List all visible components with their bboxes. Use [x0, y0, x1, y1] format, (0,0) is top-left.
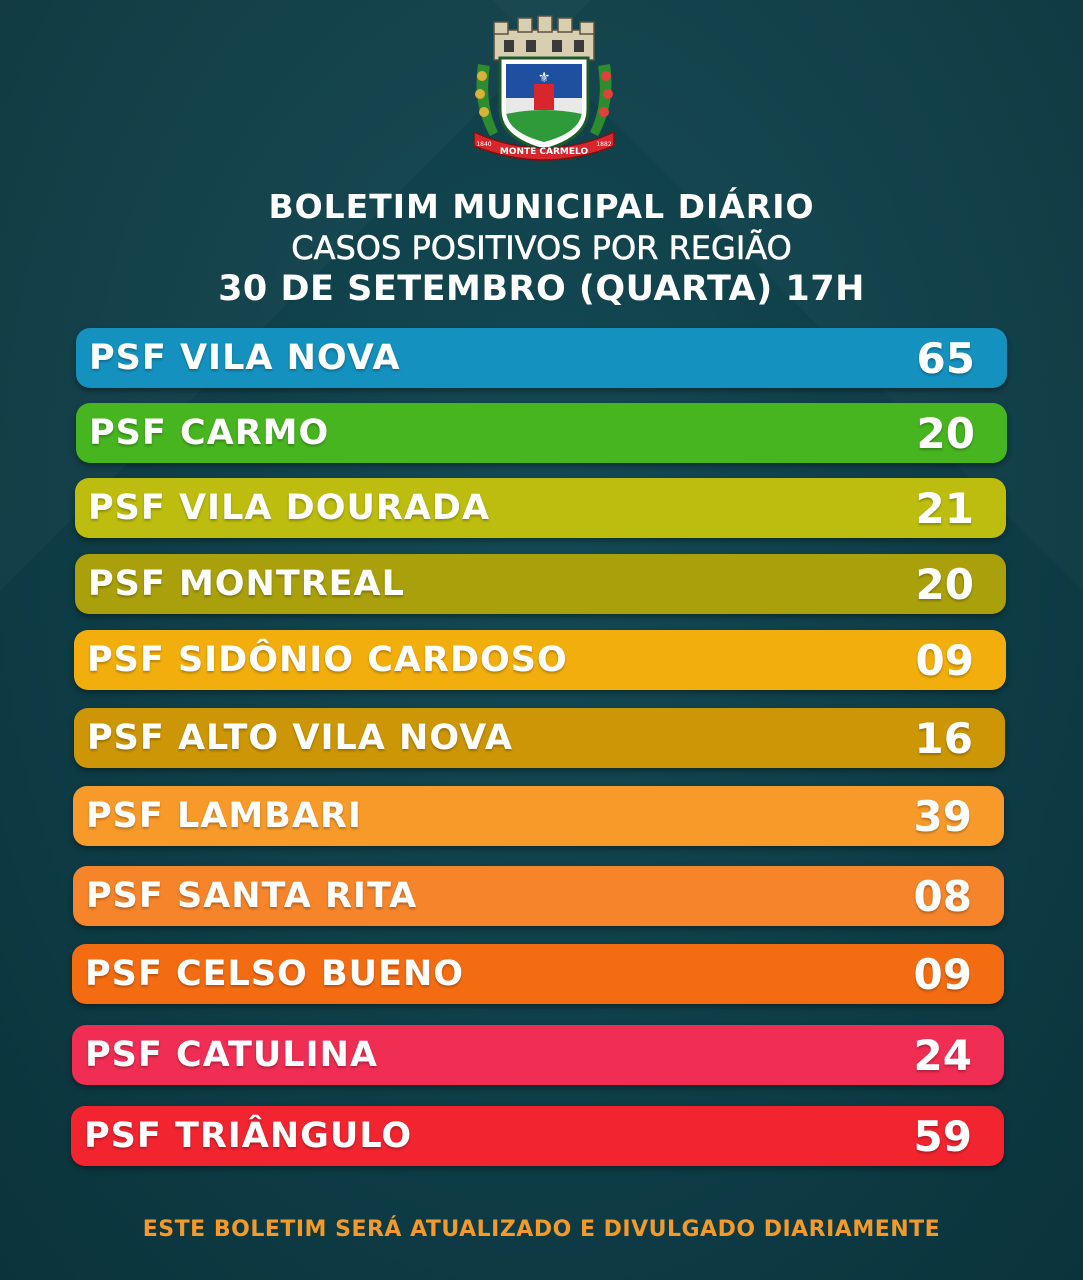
- region-case-count: 20: [916, 409, 975, 458]
- update-notice: ESTE BOLETIM SERÁ ATUALIZADO E DIVULGADO…: [142, 1217, 941, 1242]
- svg-text:⚜: ⚜: [538, 70, 551, 86]
- svg-text:1882: 1882: [596, 141, 611, 148]
- region-case-count: 59: [913, 1112, 972, 1161]
- header: BOLETIM MUNICIPAL DIÁRIO CASOS POSITIVOS…: [0, 186, 1083, 310]
- region-label: PSF ALTO VILA NOVA: [87, 718, 513, 758]
- region-row: PSF MONTREAL 20: [75, 554, 1006, 614]
- region-row: PSF CATULINA 24: [72, 1025, 1004, 1085]
- bulletin-title: BOLETIM MUNICIPAL DIÁRIO: [268, 187, 815, 226]
- region-label: PSF SIDÔNIO CARDOSO: [87, 640, 568, 680]
- region-label: PSF LAMBARI: [86, 796, 362, 836]
- region-case-count: 16: [914, 714, 973, 763]
- region-label: PSF CARMO: [89, 413, 330, 453]
- region-case-count: 09: [913, 950, 972, 999]
- svg-text:1840: 1840: [476, 141, 491, 148]
- region-label: PSF CATULINA: [85, 1035, 379, 1075]
- region-case-count: 24: [913, 1031, 972, 1080]
- region-case-count: 65: [916, 334, 975, 383]
- bulletin-subtitle: CASOS POSITIVOS POR REGIÃO: [291, 229, 792, 268]
- region-label: PSF VILA NOVA: [89, 338, 401, 378]
- region-label: PSF MONTREAL: [88, 564, 405, 604]
- region-case-count: 09: [915, 636, 974, 685]
- region-label: PSF SANTA RITA: [86, 876, 418, 916]
- svg-text:MONTE CARMELO: MONTE CARMELO: [500, 147, 589, 157]
- region-row: PSF CARMO 20: [76, 403, 1007, 463]
- region-label: PSF TRIÂNGULO: [84, 1116, 413, 1156]
- coat-of-arms-logo: ⚜ MONTE CARMELO 1840 1882: [468, 14, 620, 164]
- region-row: PSF VILA NOVA 65: [76, 328, 1007, 388]
- region-case-count: 20: [915, 560, 974, 609]
- region-row: PSF SANTA RITA 08: [73, 866, 1004, 926]
- region-case-count: 21: [915, 484, 974, 533]
- region-row: PSF ALTO VILA NOVA 16: [74, 708, 1005, 768]
- region-case-count: 39: [913, 792, 972, 841]
- region-row: PSF CELSO BUENO 09: [72, 944, 1004, 1004]
- region-case-count: 08: [913, 872, 972, 921]
- region-label: PSF CELSO BUENO: [85, 954, 465, 994]
- region-row: PSF VILA DOURADA 21: [75, 478, 1006, 538]
- bulletin-date: 30 DE SETEMBRO (QUARTA) 17H: [218, 269, 865, 309]
- region-row: PSF SIDÔNIO CARDOSO 09: [74, 630, 1006, 690]
- region-label: PSF VILA DOURADA: [88, 488, 491, 528]
- region-row: PSF TRIÂNGULO 59: [71, 1106, 1004, 1166]
- region-row: PSF LAMBARI 39: [73, 786, 1004, 846]
